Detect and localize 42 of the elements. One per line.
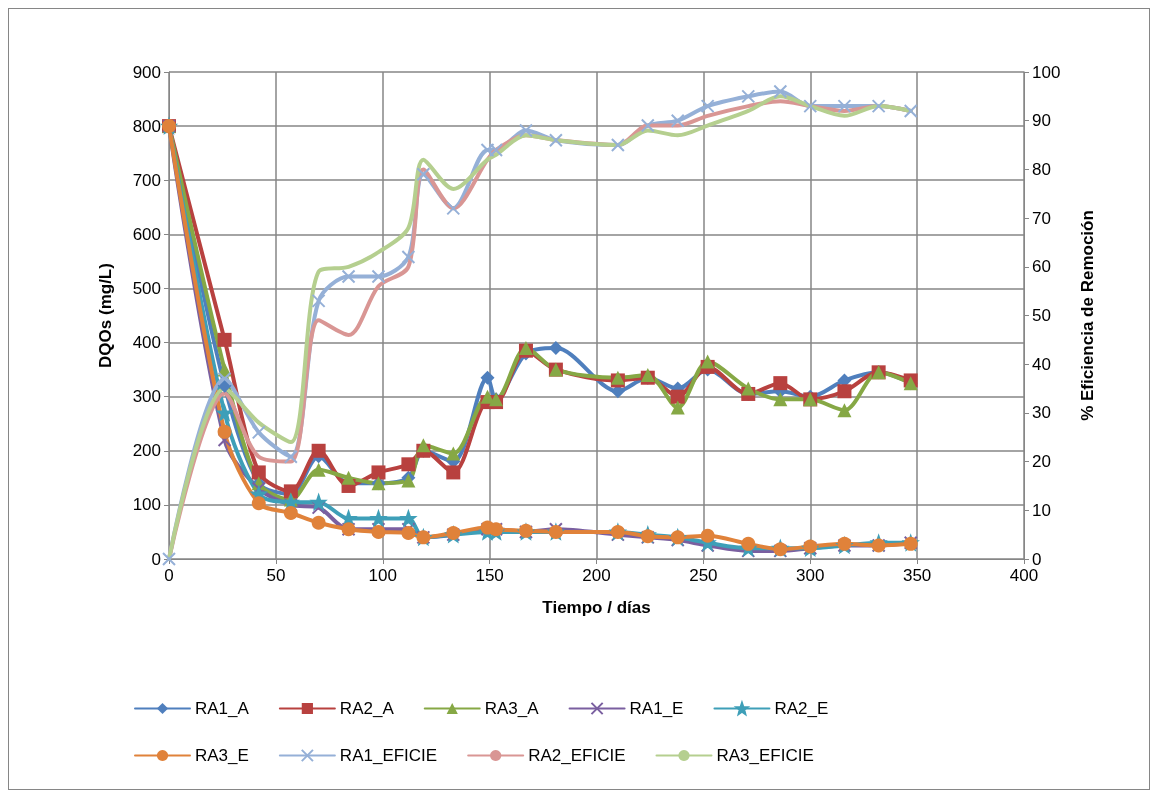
y-tick-label: 0: [151, 549, 161, 569]
y2-tick-label: 80: [1032, 159, 1051, 179]
y-axis-title: DQOs (mg/L): [96, 263, 115, 368]
y2-tick-label: 90: [1032, 111, 1051, 131]
y2-tick-label: 20: [1032, 452, 1051, 472]
x-tick-label: 50: [266, 566, 286, 585]
x-tick-label: 350: [902, 566, 932, 585]
y-tick-label: 900: [132, 62, 161, 82]
legend-label: RA3_E: [195, 746, 249, 765]
y-tick-label: 300: [132, 387, 161, 407]
y-tick-label: 400: [132, 333, 161, 353]
x-tick-label: 400: [1009, 566, 1039, 585]
x-tick-label: 300: [796, 566, 825, 585]
y2-tick-label: 10: [1032, 500, 1051, 520]
x-axis-title: Tiempo / días: [542, 598, 651, 617]
x-tick-label: 0: [164, 566, 174, 585]
legend-label: RA2_E: [774, 699, 829, 718]
y2-tick-label: 70: [1032, 208, 1051, 228]
legend-label: RA2_EFICIE: [528, 746, 626, 765]
y-tick-label: 500: [132, 278, 161, 298]
legend-label: RA3_EFICIE: [716, 746, 814, 765]
y2-tick-label: 40: [1032, 354, 1051, 374]
y2-tick-label: 60: [1032, 257, 1051, 277]
y-tick-label: 800: [132, 116, 161, 136]
legend-label: RA1_A: [195, 699, 250, 718]
y2-axis-title: % Eficiencia de Remoción: [1078, 210, 1097, 421]
legend-label: RA1_EFICIE: [339, 746, 438, 765]
y2-tick-label: 100: [1032, 62, 1061, 82]
y2-tick-label: 50: [1032, 306, 1051, 325]
x-tick-label: 250: [689, 566, 718, 585]
legend-label: RA1_E: [629, 699, 684, 718]
y-tick-label: 200: [132, 441, 161, 461]
y2-tick-label: 30: [1032, 403, 1051, 423]
y-tick-label: 100: [132, 495, 161, 515]
y-tick-label: 600: [132, 224, 161, 244]
y2-tick-label: 0: [1032, 549, 1042, 569]
x-tick-label: 100: [368, 566, 397, 585]
legend-label: RA2_A: [339, 699, 395, 718]
x-tick-label: 200: [582, 566, 611, 585]
x-tick-label: 150: [475, 566, 504, 585]
legend-label: RA3_A: [484, 699, 540, 718]
y-tick-label: 700: [132, 170, 161, 190]
